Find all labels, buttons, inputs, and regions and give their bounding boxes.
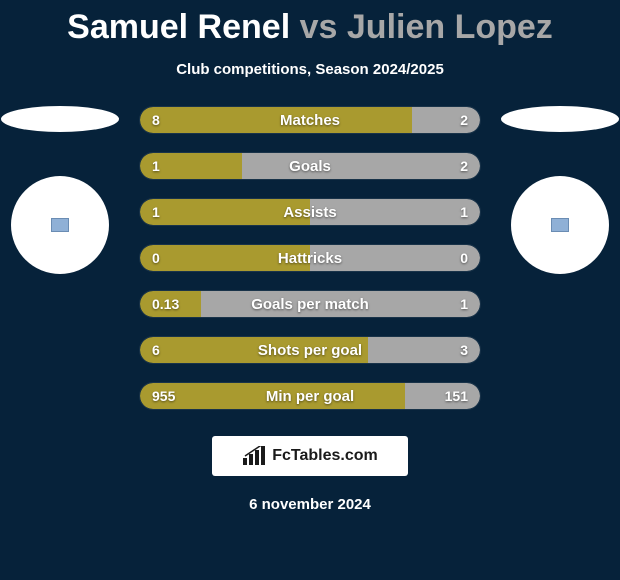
player1-value: 8 xyxy=(152,107,160,133)
stat-row: 11Assists xyxy=(139,198,481,226)
player2-bar-fill xyxy=(405,383,480,409)
player1-club-placeholder xyxy=(11,176,109,274)
vs-text: vs xyxy=(300,8,338,46)
chart-icon xyxy=(242,446,266,466)
page-title: Samuel Renel vs Julien Lopez xyxy=(0,0,620,47)
player2-bar-fill xyxy=(412,107,480,133)
player1-name: Samuel Renel xyxy=(67,8,290,46)
player2-value: 3 xyxy=(460,337,468,363)
stat-row: 63Shots per goal xyxy=(139,336,481,364)
player1-value: 955 xyxy=(152,383,175,409)
player2-value: 2 xyxy=(460,107,468,133)
stat-row: 12Goals xyxy=(139,152,481,180)
player2-side-graphic xyxy=(500,106,620,274)
player1-bar-fill xyxy=(140,199,310,225)
player1-flag-placeholder xyxy=(1,106,119,132)
subtitle: Club competitions, Season 2024/2025 xyxy=(0,61,620,78)
player2-value: 151 xyxy=(445,383,468,409)
player1-bar-fill xyxy=(140,107,412,133)
placeholder-icon xyxy=(551,218,569,232)
player2-value: 1 xyxy=(460,291,468,317)
player1-value: 0 xyxy=(152,245,160,271)
player2-flag-placeholder xyxy=(501,106,619,132)
stat-row: 0.131Goals per match xyxy=(139,290,481,318)
player2-name: Julien Lopez xyxy=(347,8,553,46)
player2-bar-fill xyxy=(242,153,480,179)
player1-side-graphic xyxy=(0,106,120,274)
stat-row: 82Matches xyxy=(139,106,481,134)
date-text: 6 november 2024 xyxy=(0,496,620,513)
player1-bar-fill xyxy=(140,383,405,409)
player2-club-placeholder xyxy=(511,176,609,274)
placeholder-icon xyxy=(51,218,69,232)
stat-row: 00Hattricks xyxy=(139,244,481,272)
stat-row: 955151Min per goal xyxy=(139,382,481,410)
player2-bar-fill xyxy=(310,199,480,225)
brand-text: FcTables.com xyxy=(272,447,378,465)
player2-bar-fill xyxy=(310,245,480,271)
player2-value: 2 xyxy=(460,153,468,179)
comparison-content: 82Matches12Goals11Assists00Hattricks0.13… xyxy=(0,106,620,410)
stat-bars-container: 82Matches12Goals11Assists00Hattricks0.13… xyxy=(139,106,481,410)
player2-value: 1 xyxy=(460,199,468,225)
player2-value: 0 xyxy=(460,245,468,271)
player1-value: 1 xyxy=(152,153,160,179)
brand-logo: FcTables.com xyxy=(212,436,408,476)
player1-value: 1 xyxy=(152,199,160,225)
player1-bar-fill xyxy=(140,337,368,363)
player1-value: 0.13 xyxy=(152,291,179,317)
player1-bar-fill xyxy=(140,245,310,271)
player1-value: 6 xyxy=(152,337,160,363)
player2-bar-fill xyxy=(201,291,480,317)
